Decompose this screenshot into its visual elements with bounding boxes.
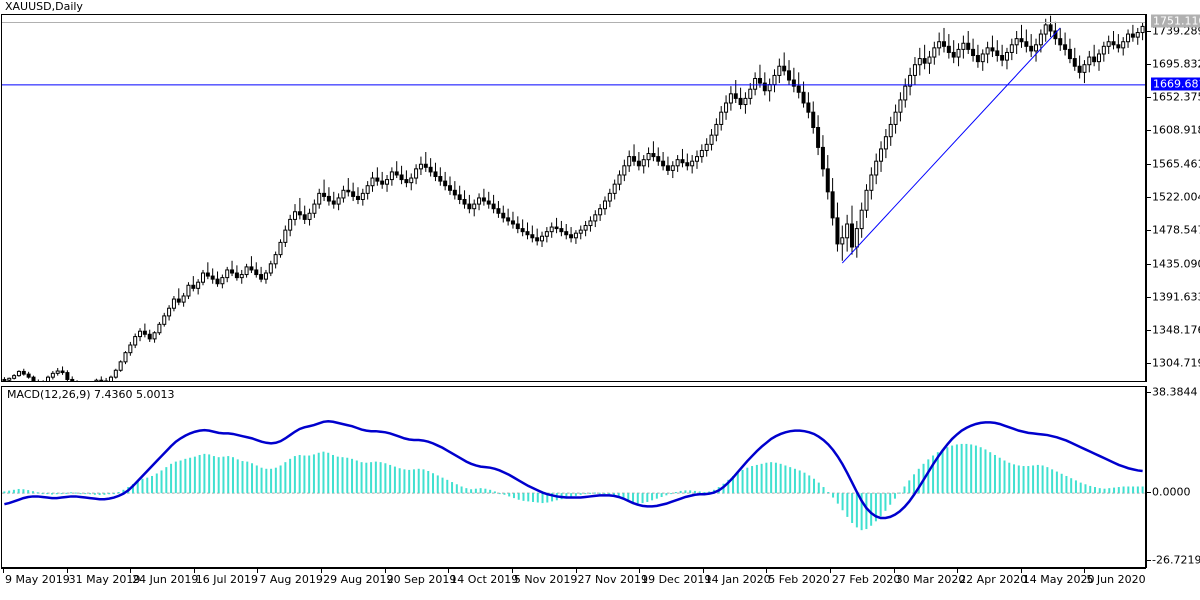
macd-tick-label: 0.0000: [1152, 485, 1191, 499]
date-tick: [829, 568, 831, 573]
macd-tick-label: -26.7219: [1152, 553, 1200, 567]
date-tick-label: 5 Nov 2019: [513, 573, 578, 586]
last-price-marker: 1751.110: [1151, 14, 1200, 28]
price-tick-label: 1391.633: [1152, 290, 1200, 304]
price-tick: [1146, 363, 1151, 365]
date-tick-label: 9 May 2019: [5, 573, 70, 586]
price-level-marker[interactable]: 1669.681: [1151, 77, 1200, 91]
date-tick: [1020, 568, 1022, 573]
macd-signal-line: [4, 419, 1143, 520]
date-tick: [957, 568, 959, 573]
price-tick: [1146, 97, 1151, 99]
date-axis-line: [1, 568, 1146, 569]
price-tick: [1146, 230, 1151, 232]
date-tick: [3, 568, 4, 573]
date-tick-label: 16 Jul 2019: [195, 573, 259, 586]
date-tick-label: 27 Feb 2020: [831, 573, 901, 586]
price-tick-label: 1435.090: [1152, 257, 1200, 270]
price-tick-label: 1565.461: [1152, 157, 1200, 171]
price-tick: [1146, 163, 1151, 165]
date-tick-label: 19 Dec 2019: [641, 573, 712, 586]
date-tick: [448, 568, 450, 573]
price-axis-scale[interactable]: 1739.289 1695.832 1652.375 1608.918 1565.461…: [1146, 14, 1200, 382]
date-tick: [575, 568, 577, 573]
date-tick-label: 7 Aug 2019: [259, 573, 323, 586]
price-tick-label: 1522.004: [1152, 190, 1200, 204]
date-tick: [257, 568, 259, 573]
date-tick-label: 27 Nov 2019: [577, 573, 648, 586]
date-tick: [321, 568, 323, 573]
date-tick: [702, 568, 704, 573]
price-tick: [1146, 63, 1151, 65]
date-tick: [384, 568, 386, 573]
price-tick-label: 1478.547: [1152, 223, 1200, 237]
price-tick: [1146, 197, 1151, 198]
date-tick-label: 29 Aug 2019: [323, 573, 394, 586]
date-tick-label: 30 Mar 2020: [895, 573, 966, 586]
chart-title: XAUUSD,Daily: [5, 0, 83, 13]
price-chart-panel[interactable]: [1, 14, 1146, 382]
date-tick: [511, 568, 513, 573]
date-tick: [1084, 568, 1086, 573]
trend-line[interactable]: [841, 27, 1061, 264]
candlestick-series: [2, 15, 1145, 381]
date-axis-scale[interactable]: 9 May 2019 31 May 2019 24 Jun 2019 16 Jul 2…: [1, 568, 1146, 600]
date-tick-label: 14 May 2020: [1022, 573, 1095, 586]
date-tick: [639, 568, 641, 573]
macd-histogram-series: [3, 443, 1144, 531]
price-tick: [1146, 30, 1151, 32]
price-tick: [1146, 296, 1151, 298]
price-tick-label: 1739.289: [1152, 24, 1200, 38]
macd-tick: [1146, 560, 1151, 561]
date-tick-label: 20 Sep 2019: [386, 573, 457, 586]
date-tick-label: 14 Oct 2019: [450, 573, 519, 586]
date-tick-label: 5 Feb 2020: [768, 573, 830, 586]
date-tick: [193, 568, 195, 573]
price-tick-label: 1608.918: [1152, 123, 1200, 137]
price-tick-label: 1652.375: [1152, 90, 1200, 104]
date-tick-label: 5 Jun 2020: [1086, 573, 1146, 586]
price-chart-canvas: [2, 15, 1145, 381]
price-tick: [1146, 130, 1151, 132]
date-tick-label: 24 Jun 2019: [132, 573, 199, 586]
price-tick: [1146, 263, 1151, 265]
price-tick: [1146, 330, 1151, 332]
macd-chart-panel[interactable]: MACD(12,26,9) 7.4360 5.0013: [1, 386, 1146, 568]
price-tick-label: 1348.176: [1152, 323, 1200, 337]
price-axis-line: [1146, 14, 1147, 382]
macd-tick-label: 38.3844: [1152, 385, 1198, 399]
macd-label: MACD(12,26,9) 7.4360 5.0013: [6, 388, 176, 401]
macd-tick: [1146, 492, 1151, 494]
price-tick-label: 1304.719: [1152, 356, 1200, 370]
macd-axis-line: [1146, 386, 1147, 568]
date-tick: [66, 568, 68, 573]
macd-chart-canvas: [2, 419, 1145, 531]
date-tick-label: 14 Jan 2020: [704, 573, 771, 586]
date-tick-label: 22 Apr 2020: [959, 573, 1028, 586]
macd-tick: [1146, 392, 1151, 393]
date-tick: [130, 568, 132, 573]
macd-axis-scale[interactable]: 38.3844 0.0000 -26.7219: [1146, 386, 1200, 568]
date-tick: [766, 568, 768, 573]
date-tick-label: 31 May 2019: [68, 573, 141, 586]
price-tick-label: 1695.832: [1152, 57, 1200, 71]
date-tick: [893, 568, 895, 573]
